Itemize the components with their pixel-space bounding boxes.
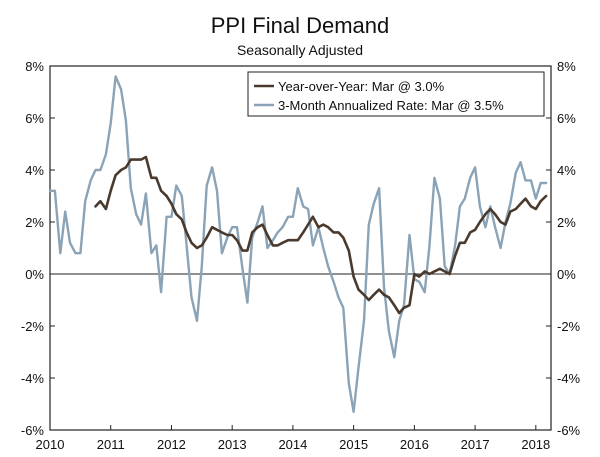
y-tick-label-right: -2% (557, 319, 581, 334)
series-lines (48, 75, 548, 413)
y-tick-label-left: -4% (21, 371, 45, 386)
x-tick-label: 2018 (521, 437, 550, 452)
x-tick-label: 2013 (218, 437, 247, 452)
y-tick-label-left: -2% (21, 319, 45, 334)
x-tick-label: 2016 (400, 437, 429, 452)
legend: Year-over-Year: Mar @ 3.0% 3-Month Annua… (247, 71, 545, 117)
x-tick-label: 2017 (461, 437, 490, 452)
x-tick-label: 2015 (339, 437, 368, 452)
y-tick-label-left: 4% (25, 163, 44, 178)
x-tick-label: 2010 (36, 437, 65, 452)
y-axis-right: 8% 6% 4% 2% 0% -2% -4% -6% (546, 59, 581, 438)
legend-label-yoy: Year-over-Year: Mar @ 3.0% (278, 79, 445, 94)
y-tick-label-left: -6% (21, 423, 45, 438)
y-tick-label-left: 0% (25, 267, 44, 282)
series-line-yoy (94, 155, 548, 315)
x-axis: 2010 2011 2012 2013 2014 2015 2016 2017 2018 (36, 425, 550, 452)
chart-subtitle: Seasonally Adjusted (237, 42, 363, 58)
y-tick-label-right: 0% (557, 267, 576, 282)
plot-area (49, 65, 552, 431)
x-tick-label: 2011 (97, 437, 125, 452)
y-tick-label-left: 6% (25, 111, 44, 126)
legend-box (247, 71, 545, 117)
y-tick-label-left: 2% (25, 215, 44, 230)
y-tick-label-right: 8% (557, 59, 576, 74)
x-tick-label: 2012 (157, 437, 186, 452)
y-tick-label-left: 8% (25, 59, 44, 74)
series-line-three-month (48, 75, 548, 413)
y-tick-label-right: 4% (557, 163, 576, 178)
y-tick-label-right: -4% (557, 371, 581, 386)
legend-label-three-month: 3-Month Annualized Rate: Mar @ 3.5% (278, 98, 504, 113)
chart-title: PPI Final Demand (211, 13, 390, 38)
x-tick-label: 2014 (278, 437, 307, 452)
y-tick-label-right: -6% (557, 423, 581, 438)
y-tick-label-right: 6% (557, 111, 576, 126)
y-tick-label-right: 2% (557, 215, 576, 230)
